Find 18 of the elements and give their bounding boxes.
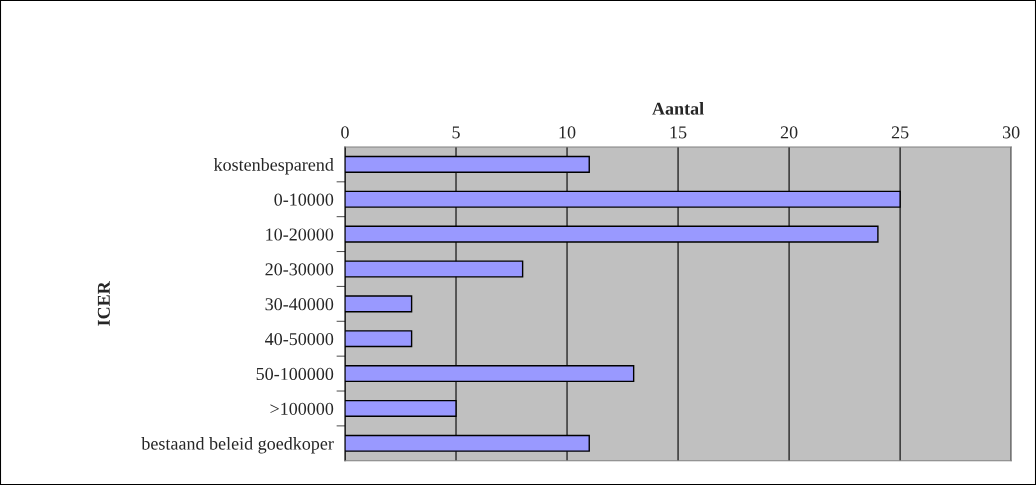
y-tick-label: 0-10000 <box>274 193 334 206</box>
y-tick-label: 20-30000 <box>265 263 334 276</box>
x-tick-label: 0 <box>341 126 349 139</box>
x-tick-label: 5 <box>452 126 460 139</box>
x-axis-title: Aantal <box>652 102 704 115</box>
y-tick-label: 30-40000 <box>265 298 334 311</box>
y-tick-label: 10-20000 <box>266 228 334 241</box>
x-tick-label: 25 <box>891 126 909 139</box>
y-tick-label: 40-50000 <box>265 332 334 346</box>
x-tick-label: 20 <box>780 126 798 139</box>
x-tick-label: 30 <box>1002 126 1020 139</box>
y-tick-label: bestaand beleid goedkoper <box>141 437 334 454</box>
y-tick-label: kostenbesparend <box>213 158 334 175</box>
y-tick-label: >100000 <box>270 402 334 415</box>
y-axis-title: ICER <box>97 281 110 326</box>
x-tick-label: 15 <box>670 126 687 139</box>
x-tick-label: 10 <box>559 126 576 139</box>
y-tick-label: 50-100000 <box>256 367 334 381</box>
